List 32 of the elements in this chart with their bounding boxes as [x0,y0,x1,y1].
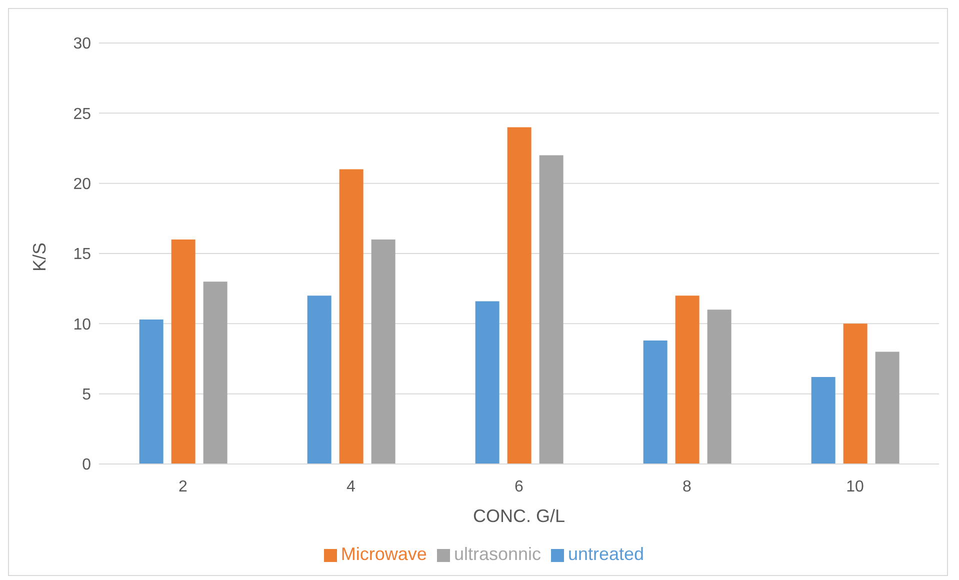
x-tick-label: 6 [514,478,524,496]
legend-label: ultrasonnic [454,544,541,564]
bar [507,127,532,464]
y-tick-label: 20 [73,176,92,194]
bar [643,340,668,464]
bar [307,296,332,464]
bar [539,155,564,464]
bar [171,239,196,464]
x-tick-label: 8 [682,478,692,496]
x-tick-label: 2 [178,478,188,496]
bar [707,310,732,464]
y-tick-label: 5 [82,386,92,404]
x-tick-label: 10 [846,478,864,496]
bar [339,169,364,464]
x-axis-title: CONC. G/L [472,506,566,526]
bar [811,376,836,464]
bar [475,301,500,464]
bar [203,282,228,464]
bar [843,324,868,464]
y-tick-label: 15 [73,246,92,264]
y-tick-label: 0 [82,456,92,474]
bar [675,296,700,464]
y-axis-title: K/S [29,242,50,272]
bar [371,239,396,464]
x-tick-label: 4 [346,478,356,496]
bar [875,352,900,464]
y-tick-label: 25 [73,106,92,123]
bar [139,319,164,464]
legend-label: untreated [568,544,644,564]
y-tick-label: 10 [73,316,92,334]
legend-label: Microwave [340,544,427,564]
y-tick-label: 30 [73,36,92,53]
